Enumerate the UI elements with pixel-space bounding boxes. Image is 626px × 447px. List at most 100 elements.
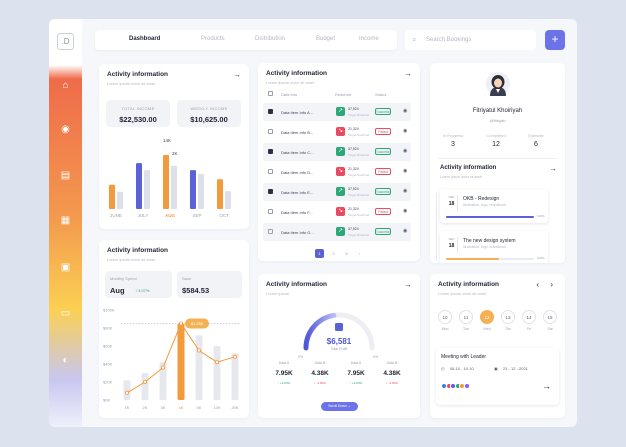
avatar <box>486 72 510 96</box>
search-input[interactable]: ⌕ Search Bookings <box>405 30 536 50</box>
arrow-right-icon[interactable]: → <box>542 381 551 391</box>
page-next[interactable]: › <box>358 251 361 256</box>
page-2[interactable]: 2 <box>332 251 335 256</box>
day-number: 15 <box>543 310 557 324</box>
save-label: Save <box>182 276 192 281</box>
table-row[interactable]: Data Item Info D... ↘ 21,324 Target Reached… <box>263 163 411 181</box>
row-checkbox[interactable] <box>268 169 273 174</box>
chevron-left-icon[interactable]: ‹ <box>536 280 539 289</box>
eye-icon[interactable]: ◉ <box>403 128 408 134</box>
gauge-icon <box>335 323 343 331</box>
select-all-checkbox[interactable] <box>268 91 273 96</box>
compass-icon[interactable]: ◉ <box>61 124 70 135</box>
document-icon[interactable]: ▭ <box>60 308 71 319</box>
eye-icon[interactable]: ◉ <box>403 148 408 154</box>
data-point <box>197 348 202 353</box>
search-icon: ⌕ <box>412 35 417 44</box>
data-point <box>124 390 129 395</box>
chevron-right-icon[interactable]: › <box>550 280 553 289</box>
eye-icon[interactable]: ◉ <box>403 208 408 214</box>
card-subtitle: Lorem ipsum dolor sit amet <box>107 257 156 262</box>
row-label: Data Item Info D... <box>281 170 314 175</box>
table-row[interactable]: Data Item Info G... ↗ 37,524 Target Reached… <box>263 223 411 241</box>
table-row[interactable]: Data Item Info C... ↗ 37,524 Target Reached… <box>263 143 411 161</box>
tab-budget[interactable]: Budget <box>316 36 336 42</box>
total-income-box: TOTAL INCOME $22,530.00 <box>106 100 170 127</box>
day-name: Mon <box>441 327 449 331</box>
row-value: 37,524 <box>348 227 359 231</box>
clock-icon: ◷ <box>441 366 445 371</box>
eye-icon[interactable]: ◉ <box>403 108 408 114</box>
row-checkbox[interactable] <box>268 109 273 114</box>
data-point <box>161 365 166 370</box>
total-income-label: TOTAL INCOME <box>121 106 155 111</box>
eye-icon[interactable]: ◉ <box>403 228 408 234</box>
task-progress <box>446 258 534 260</box>
meeting-card[interactable]: Meeting with Leader ◷ 08.10 - 10.10 ▣ 21… <box>436 348 559 405</box>
row-checkbox[interactable] <box>268 149 273 154</box>
calendar-day[interactable]: 15 Sat <box>543 310 557 331</box>
bar <box>141 373 149 400</box>
x-tick-label: AUG <box>165 213 175 218</box>
meeting-time: 08.10 - 10.10 <box>450 366 474 371</box>
status-badge: Success <box>375 228 391 235</box>
task-date: SEP 18 <box>446 237 458 253</box>
row-label: Data Item Info G... <box>281 230 314 235</box>
table-row[interactable]: Data Item Info A... ↗ 37,524 Target Reached… <box>263 103 411 121</box>
arrow-right-icon[interactable]: → <box>233 70 241 79</box>
page-3[interactable]: 3 <box>345 251 348 256</box>
task-sub: Illustration, logo, brandbook <box>463 245 506 249</box>
stat-change: ↑ +3.00% <box>277 381 291 385</box>
row-value: 21,324 <box>348 167 359 171</box>
eye-icon[interactable]: ◉ <box>403 168 408 174</box>
scroll-down-button[interactable]: Scroll Down ⌄ <box>321 402 358 411</box>
x-tick-label: SEP <box>192 213 201 218</box>
calendar-icon[interactable]: ▣ <box>60 262 71 273</box>
task-progress <box>446 216 534 218</box>
arrow-right-icon[interactable]: → <box>549 164 557 173</box>
cards-icon[interactable]: ▤ <box>60 170 71 181</box>
moon-icon[interactable]: ◐ <box>62 355 69 366</box>
calendar-day[interactable]: 12 Wed <box>480 310 494 331</box>
page-1[interactable]: 1 <box>315 249 324 258</box>
activity-title: Activity information <box>440 165 497 171</box>
table-row[interactable]: Data Item Info B... ↘ 21,324 Target Reached… <box>263 123 411 141</box>
row-checkbox[interactable] <box>268 189 273 194</box>
home-icon[interactable]: ⌂ <box>62 80 69 91</box>
table-row[interactable]: Data Item Info E... ↗ 37,524 Target Reached… <box>263 183 411 201</box>
row-checkbox[interactable] <box>268 129 273 134</box>
arrow-right-icon[interactable]: → <box>404 69 412 78</box>
tooltip-value: $1,250 <box>191 321 204 326</box>
calendar-day[interactable]: 11 Tue <box>459 310 473 331</box>
gauge-min: 0% <box>298 355 303 359</box>
row-value: 21,324 <box>348 127 359 131</box>
task-card[interactable]: SEP 18 The new design system Illustration, … <box>440 231 548 263</box>
timeline <box>436 193 437 261</box>
task-card[interactable]: SEP 18 OKB - Redesign Illustration, logo, b… <box>440 189 548 223</box>
table-row[interactable]: Data Item Info F... ↘ 21,324 Target Reached… <box>263 203 411 221</box>
bar <box>163 155 169 209</box>
row-checkbox[interactable] <box>268 209 273 214</box>
y-tick-label: $40K <box>103 362 113 367</box>
eye-icon[interactable]: ◉ <box>403 188 408 194</box>
pagination: 1 2 3 › <box>258 246 420 261</box>
top-nav: Dashboard Products Distribution Budget I… <box>95 30 397 50</box>
calendar-day[interactable]: 14 Fri <box>522 310 536 331</box>
grid-icon[interactable]: ▦ <box>60 215 71 226</box>
tab-products[interactable]: Products <box>201 36 225 42</box>
logo[interactable]: .D <box>57 33 74 50</box>
status-badge: Failed <box>375 128 391 135</box>
tab-income[interactable]: Income <box>359 36 379 42</box>
calendar-day[interactable]: 10 Mon <box>438 310 452 331</box>
add-button[interactable]: + <box>545 30 565 50</box>
calendar-day[interactable]: 13 Thu <box>501 310 515 331</box>
row-checkbox[interactable] <box>268 229 273 234</box>
profile-handle: @fitriyah <box>489 118 506 123</box>
tab-dashboard[interactable]: Dashboard <box>129 36 161 42</box>
task-month: SEP <box>448 237 455 241</box>
arrow-right-icon[interactable]: → <box>404 280 412 289</box>
tab-distribution[interactable]: Distribution <box>255 36 286 42</box>
stat-value: 3 <box>451 141 455 148</box>
row-label: Data Item Info B... <box>281 130 314 135</box>
header-reached: Reached <box>335 92 352 97</box>
